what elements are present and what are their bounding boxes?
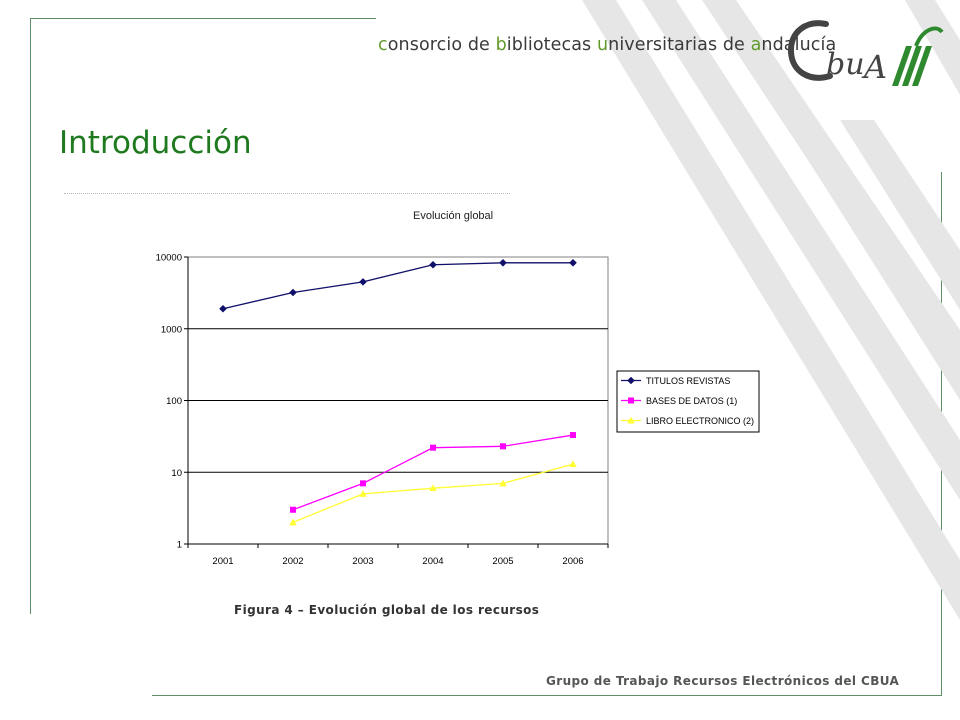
series-line-titulos-revistas	[222, 262, 573, 310]
x-tick-label: 2001	[212, 556, 233, 567]
org-name-initial: a	[750, 35, 762, 55]
x-tick-label: 2002	[282, 556, 303, 567]
y-tick-label: 1000	[161, 324, 182, 335]
data-point-titulos-revistas	[289, 288, 297, 297]
x-tick-label: 2006	[562, 556, 583, 567]
footer-text: Grupo de Trabajo Recursos Electrónicos d…	[546, 674, 900, 688]
y-tick-label: 100	[166, 396, 182, 407]
chart-title: Evolución global	[413, 210, 494, 222]
data-point-bases-de-datos	[430, 444, 436, 451]
y-tick-label: 1	[177, 540, 182, 551]
data-point-libro-electronico	[499, 479, 507, 487]
data-point-libro-electronico	[569, 460, 577, 468]
svg-text:bu: bu	[826, 47, 865, 82]
title-rule	[64, 193, 510, 194]
data-point-libro-electronico	[289, 518, 297, 526]
y-tick-label: 10000	[156, 253, 182, 264]
frame-bottom-line	[152, 695, 942, 696]
frame-top-line	[30, 18, 376, 19]
data-point-titulos-revistas	[219, 304, 227, 313]
legend: TITULOS REVISTAS BASES DE DATOS (1) LIBRO …	[616, 370, 760, 433]
legend-swatch-marker	[627, 416, 635, 424]
org-name-initial: b	[495, 35, 507, 55]
data-point-bases-de-datos	[360, 480, 366, 487]
legend-box	[616, 370, 760, 433]
data-point-bases-de-datos	[570, 432, 576, 439]
data-point-libro-electronico	[429, 484, 437, 492]
cbua-logo: bu A	[788, 20, 944, 86]
series-libro-electronico	[289, 460, 577, 526]
consortium-name: consorcio de bibliotecas universitarias …	[378, 35, 836, 55]
org-name-initial: c	[378, 35, 388, 55]
org-name-text: niversitarias de	[608, 35, 751, 55]
y-tick-label: 10	[171, 468, 182, 479]
data-point-bases-de-datos	[500, 443, 506, 450]
frame-right-line	[941, 172, 942, 696]
page-title: Introducción	[59, 125, 252, 161]
data-point-bases-de-datos	[290, 506, 296, 513]
figure-caption: Figura 4 – Evolución global de los recur…	[234, 603, 540, 617]
frame-left-line	[30, 18, 31, 614]
x-tick-label: 2005	[492, 556, 513, 567]
legend-label-titulos-revistas: TITULOS REVISTAS	[646, 376, 730, 386]
legend-label-bases-de-datos: BASES DE DATOS (1)	[646, 396, 737, 406]
org-name-initial: u	[596, 35, 609, 55]
series-bases-de-datos	[290, 432, 576, 513]
org-name-text: onsorcio de	[387, 35, 496, 55]
line-chart: 1 10 100 1000 10000 2001 2002 2003 2004 2005 2006 T…	[156, 253, 760, 567]
legend-label-libro-electronico: LIBRO ELECTRONICO (2)	[646, 416, 754, 426]
org-name-text: ndalucía	[761, 35, 837, 55]
x-tick-label: 2003	[352, 556, 373, 567]
legend-swatch-marker	[628, 397, 634, 404]
svg-text:A: A	[861, 48, 887, 86]
org-name-text: ibliotecas	[506, 35, 597, 55]
data-point-titulos-revistas	[499, 259, 507, 267]
x-tick-label: 2004	[422, 556, 443, 567]
data-point-titulos-revistas	[429, 260, 437, 269]
series-titulos-revistas	[219, 259, 577, 313]
data-point-libro-electronico	[359, 490, 367, 497]
